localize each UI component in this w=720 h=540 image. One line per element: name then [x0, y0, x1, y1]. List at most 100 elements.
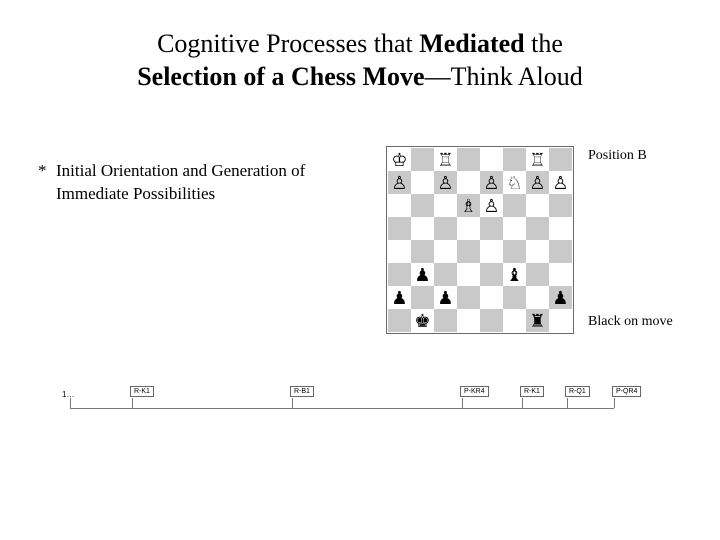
board-square	[411, 286, 434, 309]
board-square	[434, 240, 457, 263]
tree-edge-tick	[614, 398, 615, 408]
tree-edge-tick	[132, 398, 133, 408]
page-title: Cognitive Processes that Mediated the Se…	[0, 0, 720, 93]
chess-piece: ♘	[506, 174, 522, 192]
board-square	[549, 309, 572, 332]
tree-edge-tick	[70, 398, 71, 408]
board-square	[503, 240, 526, 263]
board-square	[411, 148, 434, 171]
chess-piece: ♙	[529, 174, 545, 192]
board-square	[411, 217, 434, 240]
tree-edge	[70, 408, 132, 409]
board-square	[526, 263, 549, 286]
board-square	[457, 286, 480, 309]
board-square	[480, 217, 503, 240]
title-line2-suffix: —Think Aloud	[425, 62, 583, 91]
tree-node: R-K1	[520, 386, 544, 397]
chess-piece: ♝	[506, 266, 522, 284]
chess-piece: ♙	[483, 174, 499, 192]
board-square: ♙	[388, 171, 411, 194]
board-square: ♖	[434, 148, 457, 171]
tree-edge-tick	[462, 398, 463, 408]
board-square	[503, 309, 526, 332]
board-square	[434, 309, 457, 332]
chess-piece: ♙	[391, 174, 407, 192]
chess-piece: ♙	[552, 174, 568, 192]
board-square: ♙	[434, 171, 457, 194]
board-square	[503, 148, 526, 171]
tree-edge	[292, 408, 462, 409]
position-label: Position B	[588, 148, 647, 164]
board-square: ♟	[411, 263, 434, 286]
turn-label: Black on move	[588, 314, 673, 330]
title-line1-prefix: Cognitive Processes that	[157, 29, 419, 58]
chess-piece: ♜	[529, 312, 545, 330]
board-square	[549, 263, 572, 286]
tree-edge-tick	[522, 398, 523, 408]
tree-edge	[567, 408, 614, 409]
tree-node: P-QR4	[612, 386, 641, 397]
board-square	[457, 240, 480, 263]
board-square	[503, 286, 526, 309]
bullet-text: Initial Orientation and Generation of Im…	[56, 160, 338, 206]
board-square	[434, 263, 457, 286]
chess-piece: ♙	[437, 174, 453, 192]
board-square: ♙	[480, 194, 503, 217]
move-tree-diagram: 1… R-K1R-B1P-KR4R-K1R-Q1P-QR4	[62, 390, 662, 450]
board-square	[480, 286, 503, 309]
board-square: ♜	[526, 309, 549, 332]
board-square: ♟	[388, 286, 411, 309]
board-square	[457, 148, 480, 171]
chess-piece: ♗	[460, 197, 476, 215]
board-square	[388, 194, 411, 217]
board-square: ♔	[388, 148, 411, 171]
chess-piece: ♚	[414, 312, 430, 330]
board-square	[549, 217, 572, 240]
tree-node: R-K1	[130, 386, 154, 397]
board-square: ♙	[480, 171, 503, 194]
chess-piece: ♙	[483, 197, 499, 215]
board-square: ♝	[503, 263, 526, 286]
chess-piece: ♟	[414, 266, 430, 284]
board-square	[480, 240, 503, 263]
bullet-marker: *	[38, 160, 56, 206]
board-square	[388, 217, 411, 240]
board-square	[480, 309, 503, 332]
tree-edge-tick	[567, 398, 568, 408]
board-square	[388, 263, 411, 286]
tree-node: R-Q1	[565, 386, 590, 397]
board-square	[526, 194, 549, 217]
chess-piece: ♔	[391, 151, 407, 169]
title-line1-bold: Mediated	[419, 29, 524, 58]
board-square	[503, 217, 526, 240]
tree-edge-tick	[292, 398, 293, 408]
board-square	[411, 194, 434, 217]
tree-node: P-KR4	[460, 386, 489, 397]
board-square	[549, 240, 572, 263]
board-square	[526, 240, 549, 263]
board-square	[434, 194, 457, 217]
board-square	[411, 240, 434, 263]
bullet-item: * Initial Orientation and Generation of …	[38, 160, 338, 206]
board-square: ♖	[526, 148, 549, 171]
board-square: ♗	[457, 194, 480, 217]
board-square: ♙	[526, 171, 549, 194]
tree-edge	[132, 408, 292, 409]
board-square	[457, 263, 480, 286]
board-square	[411, 171, 434, 194]
bullet-list: * Initial Orientation and Generation of …	[38, 160, 338, 206]
board-square	[457, 217, 480, 240]
board-square	[388, 240, 411, 263]
chess-piece: ♖	[437, 151, 453, 169]
board-square: ♙	[549, 171, 572, 194]
chess-piece: ♟	[391, 289, 407, 307]
board-square: ♚	[411, 309, 434, 332]
board-square	[549, 194, 572, 217]
tree-root-label: 1…	[62, 390, 74, 399]
board-square: ♘	[503, 171, 526, 194]
board-square	[480, 263, 503, 286]
chess-board: ♔♖♖♙♙♙♘♙♙♗♙♟♝♟♟♟♚♜	[386, 146, 574, 334]
board-square: ♟	[549, 286, 572, 309]
tree-edge	[462, 408, 522, 409]
board-square	[388, 309, 411, 332]
